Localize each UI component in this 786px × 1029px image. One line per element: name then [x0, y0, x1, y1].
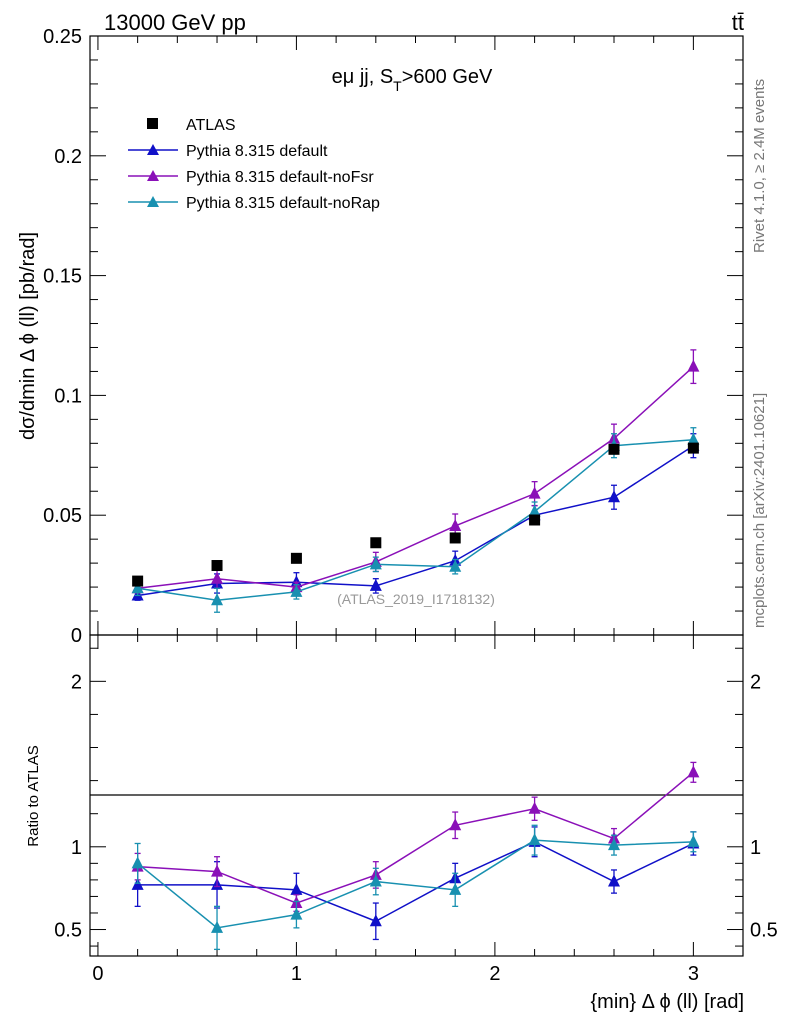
ratio-point: [449, 882, 462, 895]
legend-marker-atlas: [147, 118, 158, 129]
series-line: [137, 366, 694, 590]
series-point: [687, 432, 700, 445]
x-tick-label: 1: [291, 963, 302, 985]
atlas-data-point: [608, 443, 620, 455]
series-point: [211, 593, 224, 606]
atlas-data: [132, 442, 699, 587]
atlas-data-point: [132, 575, 144, 587]
legend-label-nofsr: Pythia 8.315 default-noFsr: [186, 169, 374, 186]
atlas-data-point: [370, 537, 382, 549]
ratio-y-axis-label: Ratio to ATLAS: [25, 745, 42, 846]
ratio-point: [528, 801, 541, 814]
series-point: [211, 571, 224, 584]
legend-marker-norap: [147, 196, 159, 207]
atlas-data-point: [449, 532, 461, 544]
legend-marker-default: [147, 144, 159, 155]
series-line: [137, 445, 694, 597]
series-line: [137, 438, 694, 602]
ratio-point: [607, 874, 620, 887]
ratio-tick-label-right: 1: [750, 837, 761, 859]
ratio-point: [131, 877, 144, 890]
atlas-data-point: [290, 552, 302, 564]
ratio-point: [211, 920, 224, 933]
ratio-point: [449, 818, 462, 831]
ratio-tick-label-right: 2: [750, 671, 761, 693]
ratio-point: [607, 838, 620, 851]
ratio-point: [211, 864, 224, 877]
y-tick-label: 0: [71, 625, 82, 647]
y-tick-label: 0.05: [43, 505, 82, 527]
chart-title: eμ jj, ST>600 GeV: [332, 66, 493, 94]
ratio-point: [290, 907, 303, 920]
ratio-point: [687, 765, 700, 778]
atlas-data-point: [687, 442, 699, 454]
mcplots-label: mcplots.cern.ch [arXiv:2401.10621]: [751, 393, 768, 628]
chart-title-sub: T: [393, 78, 402, 94]
legend: ATLAS Pythia 8.315 default Pythia 8.315 …: [128, 117, 380, 212]
y-tick-label: 0.2: [54, 146, 82, 168]
chart-title-main: eμ jj, S: [332, 66, 394, 88]
x-axis-label: {min} Δ ϕ (ll) [rad]: [591, 991, 745, 1013]
legend-label-atlas: ATLAS: [186, 117, 236, 134]
ratio-series-line: [137, 840, 694, 923]
y-tick-label: 0.1: [54, 385, 82, 407]
energy-label: 13000 GeV pp: [104, 10, 246, 35]
series-point: [290, 584, 303, 597]
ratio-tick-label-left: 2: [71, 671, 82, 693]
series-point: [369, 578, 382, 591]
ratio-series-line: [137, 839, 694, 929]
series-point: [607, 490, 620, 503]
legend-label-default: Pythia 8.315 default: [186, 143, 328, 160]
y-axis-label: dσ/dmin Δ ϕ (ll) [pb/rad]: [17, 232, 39, 440]
legend-marker-nofsr: [147, 170, 159, 181]
x-tick-label: 2: [489, 963, 500, 985]
series-point: [528, 486, 541, 499]
atlas-data-point: [211, 560, 223, 572]
series-point: [687, 359, 700, 372]
series-point: [131, 581, 144, 594]
series-point: [369, 557, 382, 570]
chart-title-tail: >600 GeV: [402, 66, 493, 88]
ratio-point: [131, 856, 144, 869]
series-point: [528, 504, 541, 517]
ratio-point: [369, 914, 382, 927]
x-tick-label: 0: [92, 963, 103, 985]
legend-label-norap: Pythia 8.315 default-noRap: [186, 195, 380, 212]
ratio-point: [290, 882, 303, 895]
y-tick-label: 0.15: [43, 266, 82, 288]
x-tick-label: 3: [688, 963, 699, 985]
ratio-tick-label-left: 0.5: [54, 920, 82, 942]
ratio-tick-label-right: 0.5: [750, 920, 778, 942]
process-label: tt̄: [732, 10, 744, 35]
ratio-tick-label-left: 1: [71, 837, 82, 859]
series-point: [449, 518, 462, 531]
analysis-tag: (ATLAS_2019_I1718132): [337, 591, 495, 607]
atlas-data-point: [529, 514, 541, 526]
rivet-version-label: Rivet 4.1.0, ≥ 2.4M events: [751, 79, 768, 253]
ratio-point: [528, 833, 541, 846]
ratio-point: [369, 874, 382, 887]
ratio-point: [687, 834, 700, 847]
series-point: [449, 559, 462, 572]
ratio-series-line: [137, 771, 694, 904]
y-tick-label: 0.25: [43, 26, 82, 48]
